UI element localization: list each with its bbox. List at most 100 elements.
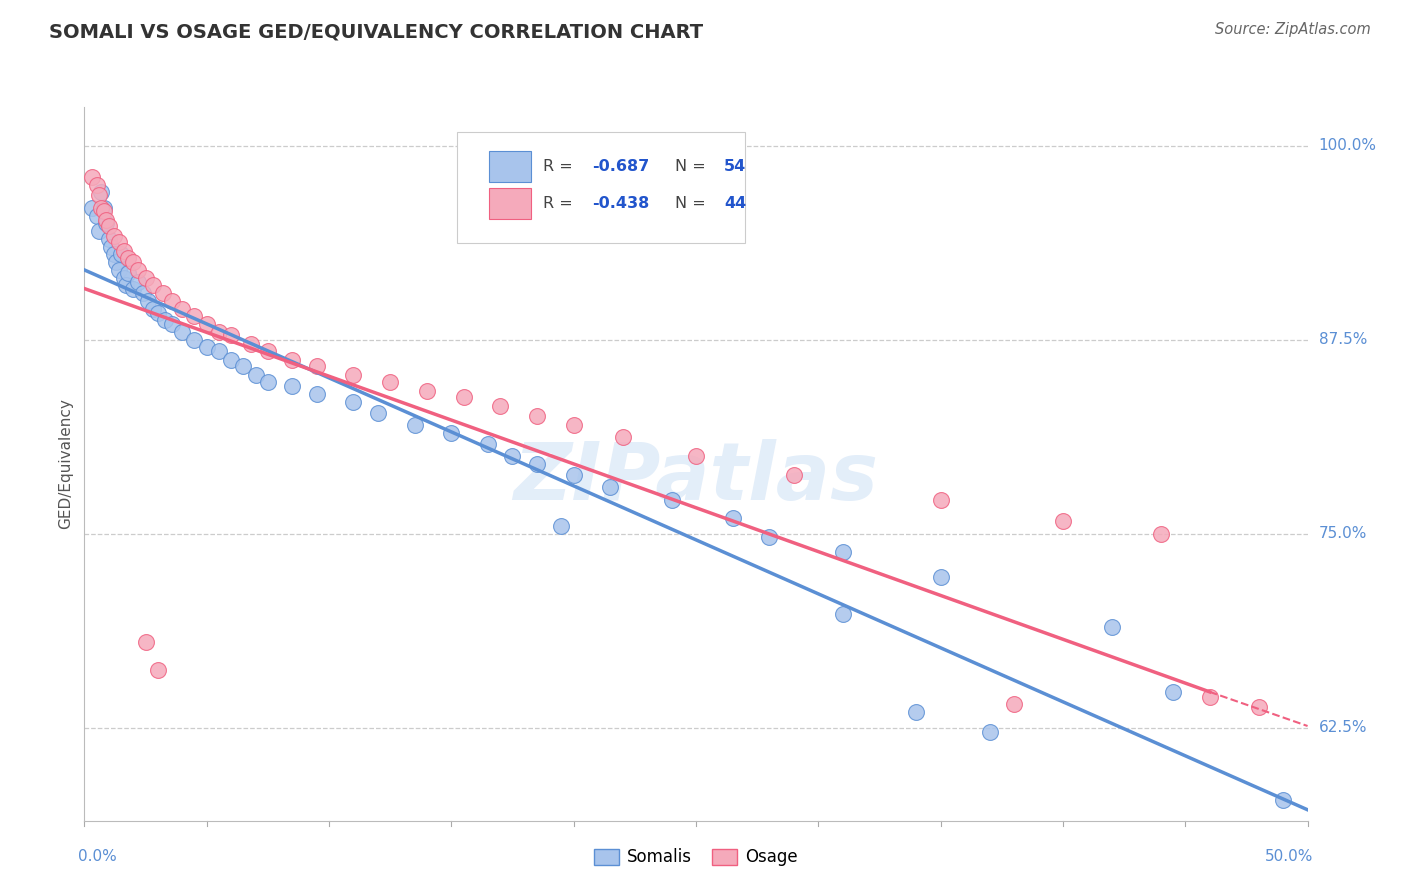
- Point: [661, 492, 683, 507]
- Point: [110, 247, 132, 261]
- FancyBboxPatch shape: [489, 151, 531, 182]
- Point: [183, 333, 205, 347]
- Text: 0.0%: 0.0%: [79, 849, 117, 864]
- Point: [87, 224, 110, 238]
- Point: [146, 306, 169, 320]
- Point: [232, 359, 254, 373]
- Point: [721, 511, 744, 525]
- Point: [208, 325, 231, 339]
- Text: ZIPatlas: ZIPatlas: [513, 439, 879, 517]
- Point: [416, 384, 439, 398]
- Point: [117, 251, 139, 265]
- Point: [380, 375, 402, 389]
- Point: [342, 368, 364, 383]
- Point: [115, 278, 138, 293]
- Point: [208, 343, 231, 358]
- Legend: Somalis, Osage: Somalis, Osage: [588, 842, 804, 873]
- Point: [105, 255, 128, 269]
- Point: [1247, 700, 1270, 714]
- Text: -0.438: -0.438: [592, 196, 650, 211]
- Text: Source: ZipAtlas.com: Source: ZipAtlas.com: [1215, 22, 1371, 37]
- Point: [86, 178, 108, 192]
- Point: [526, 457, 548, 471]
- Text: 54: 54: [724, 159, 747, 174]
- Point: [929, 570, 952, 584]
- Point: [257, 343, 280, 358]
- Point: [783, 467, 806, 482]
- Point: [245, 368, 267, 383]
- Point: [162, 317, 184, 331]
- Text: 100.0%: 100.0%: [1319, 138, 1376, 153]
- Point: [685, 449, 707, 463]
- Text: N =: N =: [675, 159, 711, 174]
- Point: [117, 266, 139, 280]
- Point: [1052, 514, 1074, 528]
- Point: [162, 293, 184, 308]
- Point: [97, 232, 120, 246]
- Point: [526, 409, 548, 423]
- Point: [239, 337, 262, 351]
- Text: 75.0%: 75.0%: [1319, 526, 1367, 541]
- Point: [90, 201, 112, 215]
- Point: [142, 301, 165, 316]
- Point: [257, 375, 280, 389]
- Point: [562, 467, 585, 482]
- Text: 87.5%: 87.5%: [1319, 332, 1367, 347]
- Point: [195, 317, 218, 331]
- Point: [1150, 526, 1173, 541]
- Point: [1198, 690, 1220, 704]
- Text: 50.0%: 50.0%: [1265, 849, 1313, 864]
- Point: [112, 270, 135, 285]
- Text: R =: R =: [543, 159, 578, 174]
- Point: [122, 281, 145, 295]
- Point: [831, 545, 853, 559]
- Point: [142, 278, 165, 293]
- Point: [219, 328, 242, 343]
- FancyBboxPatch shape: [457, 132, 745, 243]
- Point: [86, 209, 108, 223]
- Point: [905, 705, 928, 719]
- Point: [96, 216, 118, 230]
- Point: [305, 359, 328, 373]
- Point: [758, 530, 780, 544]
- Text: R =: R =: [543, 196, 578, 211]
- Point: [1002, 698, 1025, 712]
- Point: [135, 270, 157, 285]
- Point: [127, 263, 149, 277]
- Point: [93, 204, 115, 219]
- Point: [97, 219, 120, 234]
- Point: [281, 379, 304, 393]
- Point: [342, 394, 364, 409]
- Point: [122, 255, 145, 269]
- Point: [612, 430, 634, 444]
- Point: [219, 352, 242, 367]
- Point: [1161, 685, 1184, 699]
- FancyBboxPatch shape: [489, 187, 531, 219]
- Point: [979, 725, 1001, 739]
- Point: [107, 263, 129, 277]
- Point: [103, 247, 125, 261]
- Point: [96, 213, 118, 227]
- Point: [172, 301, 194, 316]
- Text: SOMALI VS OSAGE GED/EQUIVALENCY CORRELATION CHART: SOMALI VS OSAGE GED/EQUIVALENCY CORRELAT…: [49, 22, 703, 41]
- Text: 44: 44: [724, 196, 747, 211]
- Point: [132, 286, 155, 301]
- Point: [562, 418, 585, 433]
- Point: [135, 635, 157, 649]
- Point: [153, 312, 176, 326]
- Point: [127, 276, 149, 290]
- Text: 62.5%: 62.5%: [1319, 720, 1367, 735]
- Point: [80, 169, 103, 184]
- Text: N =: N =: [675, 196, 711, 211]
- Point: [501, 449, 523, 463]
- Point: [100, 240, 122, 254]
- Point: [489, 400, 512, 414]
- Point: [107, 235, 129, 249]
- Point: [453, 390, 475, 404]
- Point: [93, 201, 115, 215]
- Point: [599, 480, 621, 494]
- Point: [90, 186, 112, 200]
- Point: [404, 418, 426, 433]
- Point: [929, 492, 952, 507]
- Point: [305, 387, 328, 401]
